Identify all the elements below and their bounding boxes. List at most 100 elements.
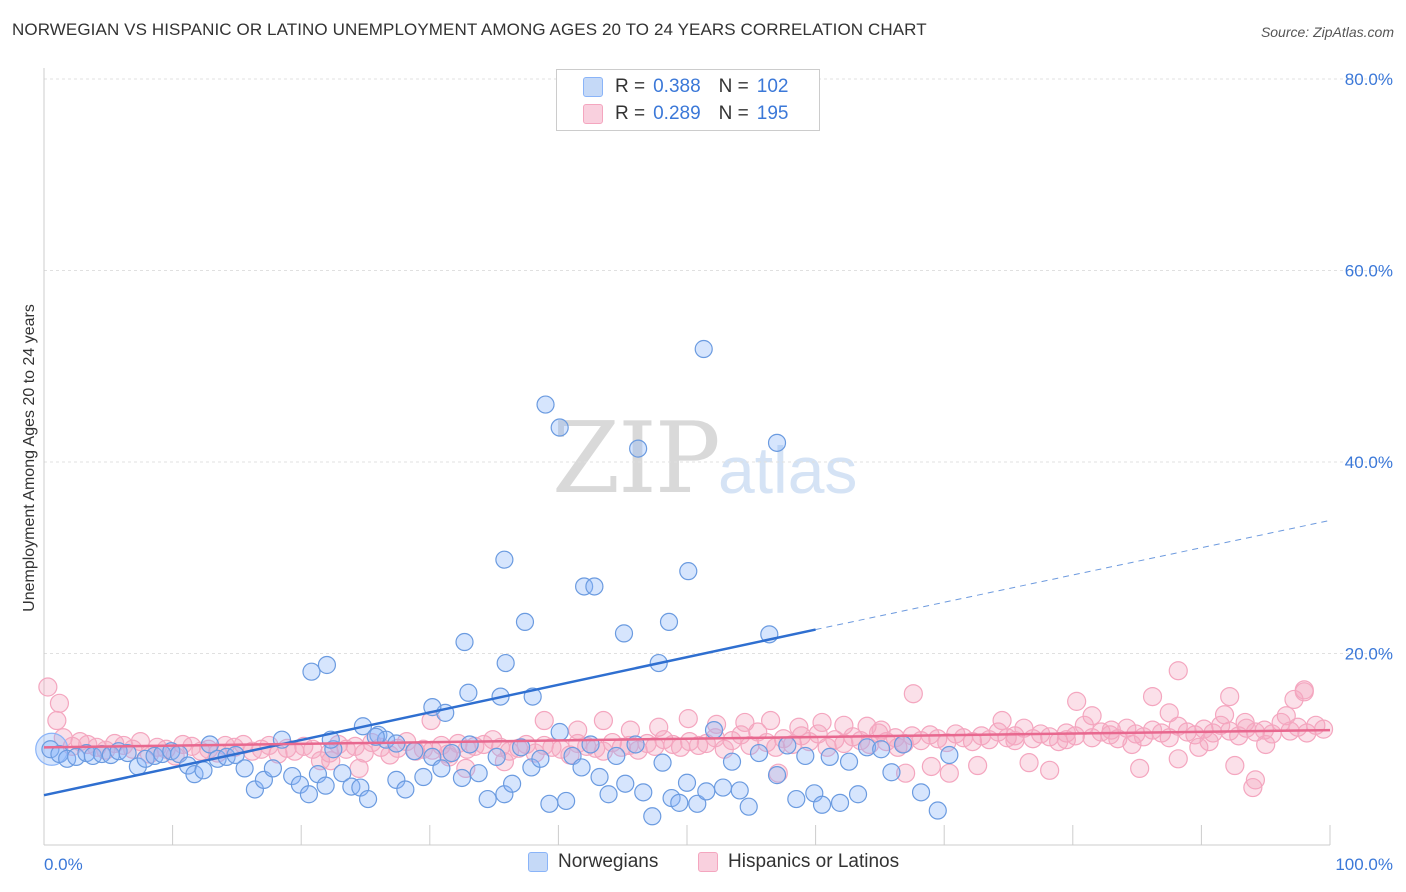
- norwegian-point: [185, 765, 204, 784]
- norwegian-point: [688, 794, 707, 813]
- norwegian-point: [575, 577, 594, 596]
- hispanic-point: [939, 763, 959, 783]
- norwegian-point: [572, 758, 591, 777]
- norwegian-point: [767, 433, 787, 452]
- norwegian-point: [58, 749, 77, 768]
- trend-lines: [43, 519, 1331, 797]
- norwegian-point: [911, 783, 931, 802]
- norwegian-point: [585, 577, 604, 596]
- series-legend: Norwegians Hispanics or Latinos: [0, 851, 1406, 879]
- norwegian-point: [796, 746, 815, 766]
- hispanic-point: [834, 715, 854, 735]
- norwegian-point: [704, 720, 724, 740]
- hispanic-point: [1199, 731, 1219, 752]
- norwegian-point: [928, 801, 947, 820]
- hispanic-point: [903, 684, 923, 704]
- x-tick-label: 0.0%: [44, 855, 83, 874]
- hispanic-point: [1101, 720, 1121, 740]
- legend-r-label: R =: [615, 103, 646, 124]
- norwegian-point: [452, 768, 472, 788]
- hispanic-point: [1243, 777, 1263, 798]
- axis-labels: 20.0% 40.0% 60.0% 80.0% 0.0% 100.0% Unemployme…: [21, 70, 1393, 874]
- hispanic-point: [47, 710, 67, 731]
- norwegian-point: [857, 738, 877, 757]
- norwegian-point: [590, 767, 609, 787]
- hispanic-point: [1294, 680, 1314, 700]
- norwegian-point: [540, 794, 559, 813]
- norwegian-point: [677, 773, 697, 792]
- legend-item-hispanics[interactable]: Hispanics or Latinos: [698, 851, 899, 873]
- hispanic-point: [1189, 737, 1209, 757]
- chart-title: NORWEGIAN VS HISPANIC OR LATINO UNEMPLOY…: [12, 20, 927, 39]
- hispanic-point: [1168, 661, 1188, 681]
- hispanic-point: [321, 751, 341, 771]
- hispanic-point: [649, 717, 669, 737]
- legend-n-label: N =: [718, 103, 749, 124]
- norwegian-point: [820, 747, 839, 767]
- norwegian-point: [263, 759, 283, 778]
- correlation-legend: R = 0.388 N = 102 R = 0.289 N = 195: [556, 69, 820, 131]
- norwegian-point: [694, 339, 713, 359]
- norwegian-point: [515, 612, 535, 632]
- norwegian-point: [405, 742, 424, 761]
- norwegian-point: [459, 683, 478, 702]
- norwegian-trend-extension: [815, 519, 1331, 631]
- legend-swatch-blue: [528, 852, 548, 872]
- legend-r-value: 0.388: [653, 76, 701, 97]
- norwegian-point: [299, 785, 319, 804]
- hispanic-point: [1245, 770, 1266, 790]
- y-tick-label: 80.0%: [1345, 70, 1393, 89]
- norwegian-point: [848, 785, 868, 804]
- norwegian-point: [778, 736, 797, 755]
- norwegian-point: [442, 743, 461, 763]
- hispanic-point: [1159, 703, 1179, 723]
- norwegian-point: [607, 746, 626, 766]
- norwegian-point: [41, 740, 60, 759]
- y-tick-label: 20.0%: [1345, 645, 1393, 664]
- norwegian-point: [839, 752, 859, 771]
- legend-row-norwegians: R = 0.388 N = 102: [583, 75, 788, 99]
- y-axis-title: Unemployment Among Ages 20 to 24 years: [21, 304, 38, 612]
- norwegian-point: [396, 780, 415, 799]
- norwegian-point: [531, 749, 550, 768]
- norwegian-point: [872, 740, 891, 759]
- norwegian-point: [550, 418, 569, 437]
- hispanic-point: [1214, 705, 1235, 725]
- hispanic-point: [1082, 706, 1102, 726]
- norwegian-trend-line: [43, 628, 816, 797]
- norwegian-point: [316, 776, 335, 795]
- norwegian-point: [194, 761, 213, 780]
- hispanic-point: [688, 735, 709, 756]
- hispanic-point: [1220, 686, 1240, 707]
- norwegian-point: [749, 743, 769, 763]
- norwegian-point: [366, 727, 385, 746]
- hispanic-point: [1130, 758, 1150, 779]
- hispanic-point: [1256, 734, 1276, 755]
- legend-item-norwegians[interactable]: Norwegians: [528, 851, 658, 873]
- hispanic-point: [789, 717, 809, 737]
- norwegian-point: [629, 439, 648, 458]
- hispanic-point: [49, 693, 70, 713]
- chart-source: Source: ZipAtlas.com: [1260, 24, 1394, 40]
- legend-swatch-blue: [583, 77, 603, 97]
- norwegian-point: [659, 612, 679, 632]
- norwegian-point: [557, 791, 576, 811]
- norwegian-point: [432, 759, 451, 778]
- norwegian-point: [730, 781, 749, 800]
- legend-r-label: R =: [615, 76, 646, 97]
- grid-lines: [44, 78, 1390, 654]
- hispanic-point: [1122, 734, 1142, 755]
- hispanic-point: [871, 720, 891, 740]
- y-tick-label: 60.0%: [1345, 262, 1393, 281]
- norwegian-point: [722, 752, 742, 771]
- norwegian-point: [512, 738, 531, 757]
- hispanic-point: [38, 677, 58, 697]
- norwegian-point: [614, 624, 634, 643]
- norwegian-point: [679, 562, 698, 581]
- norwegian-point: [940, 745, 959, 765]
- hispanic-point: [380, 745, 400, 765]
- legend-row-hispanics: R = 0.289 N = 195: [583, 102, 788, 126]
- norwegian-point: [713, 778, 733, 797]
- hispanic-point: [1168, 749, 1188, 769]
